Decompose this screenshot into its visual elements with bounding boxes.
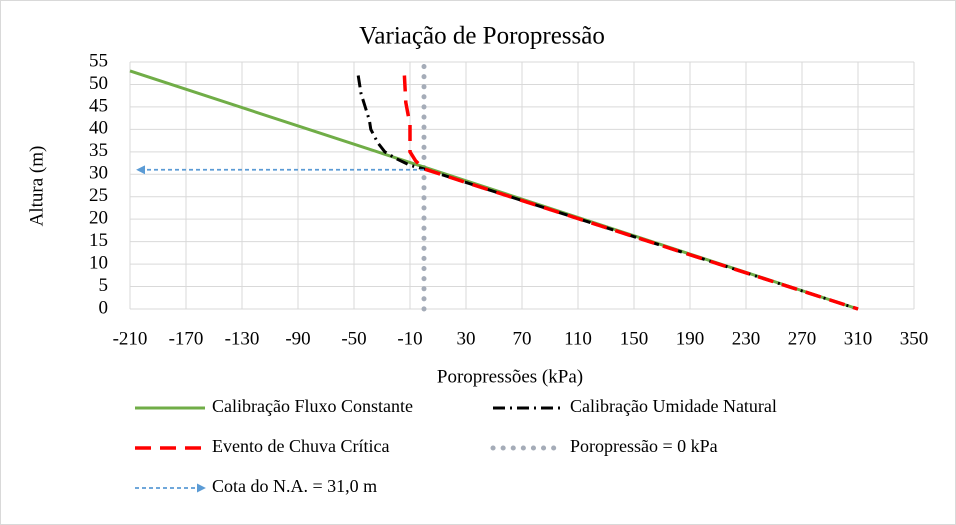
x-tick-label: 110 [564,328,592,349]
y-tick-label: 20 [89,208,108,229]
y-tick-label: 50 [89,73,108,94]
x-tick-label: 270 [788,328,817,349]
legend-label: Calibração Fluxo Constante [212,396,413,416]
y-tick-label: 5 [99,275,109,296]
y-tick-label: 25 [89,185,108,206]
y-tick-label: 10 [89,252,108,273]
y-tick-label: 15 [89,230,108,251]
x-tick-label: 70 [513,328,532,349]
x-tick-label: -50 [341,328,366,349]
y-tick-label: 55 [89,50,108,71]
y-tick-label: 0 [99,297,109,318]
legend-label: Calibração Umidade Natural [570,396,777,416]
x-tick-label: 310 [844,328,873,349]
y-tick-label: 30 [89,163,108,184]
legend-label: Poropressão = 0 kPa [570,436,718,456]
series-line [402,75,859,311]
y-tick-label: 40 [89,118,108,139]
x-tick-label: 350 [900,328,929,349]
x-tick-label: 230 [732,328,761,349]
legend-label: Cota do N.A. = 31,0 m [212,476,377,496]
legend-label: Evento de Chuva Crítica [212,436,389,456]
x-tick-label: -130 [225,328,260,349]
series-line [356,75,859,311]
x-tick-label: -10 [397,328,422,349]
x-tick-label: -170 [169,328,204,349]
y-tick-label: 35 [89,140,108,161]
y-axis-label: Altura (m) [26,146,47,227]
x-tick-label: 190 [676,328,705,349]
chart-title: Variação de Poropressão [359,23,605,50]
x-tick-label: 150 [620,328,649,349]
x-tick-label: -90 [285,328,310,349]
y-tick-label: 45 [89,95,108,116]
x-tick-label: -210 [113,328,148,349]
x-tick-label: 30 [457,328,476,349]
x-axis-label: Poropressões (kPa) [437,366,583,387]
